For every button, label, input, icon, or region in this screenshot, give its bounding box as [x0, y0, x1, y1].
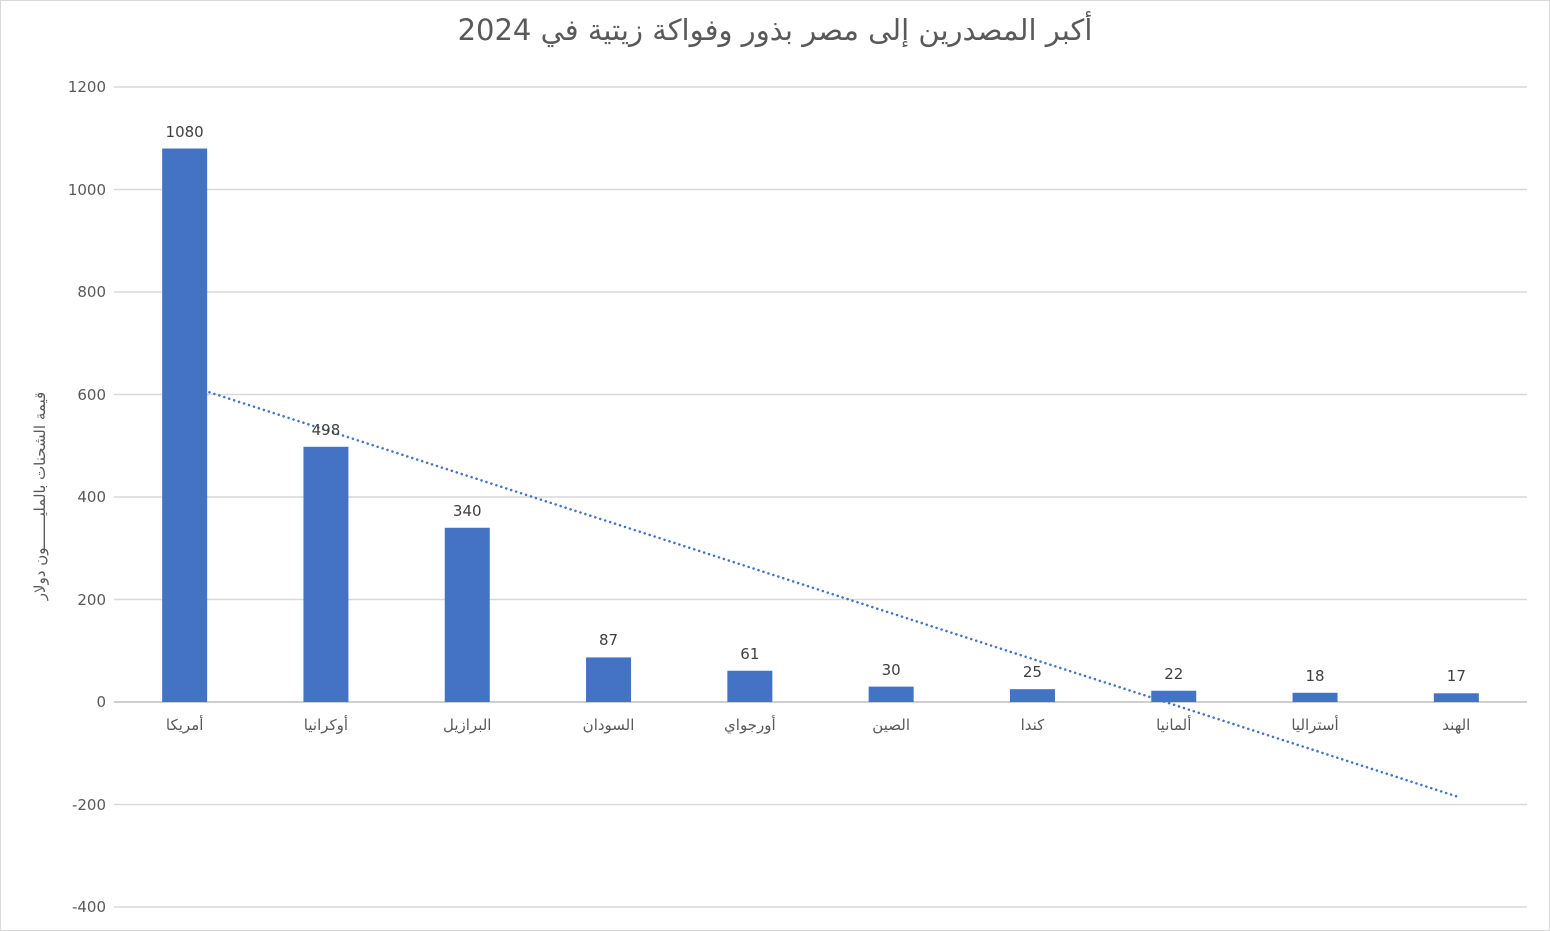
bar-value-label: 17	[1446, 667, 1466, 686]
bar-value-label: 22	[1164, 664, 1184, 683]
category-label: الهند	[1442, 716, 1471, 734]
bar-value-label: 340	[452, 501, 482, 520]
category-label: أمريكا	[165, 716, 204, 734]
bar-value-label: 61	[740, 644, 760, 663]
y-tick-label: 600	[77, 385, 106, 404]
y-tick-label: 400	[77, 488, 106, 506]
bar	[1433, 693, 1479, 702]
bar	[1009, 689, 1055, 702]
y-tick-label: 1200	[67, 78, 106, 96]
category-label: كندا	[1020, 716, 1045, 734]
bar	[727, 670, 773, 702]
y-tick-label: 800	[77, 283, 106, 301]
bar-value-label: 1080	[165, 122, 204, 141]
bar	[1151, 690, 1197, 702]
y-tick-label: 1000	[67, 180, 106, 199]
category-label: الصين	[872, 716, 910, 734]
category-label: السودان	[582, 716, 635, 734]
bar-value-label: 18	[1305, 666, 1325, 685]
bar	[444, 527, 490, 702]
category-label: ألمانيا	[1156, 716, 1192, 734]
category-label: أستراليا	[1291, 716, 1339, 734]
bar-value-label: 498	[311, 420, 341, 439]
bar	[868, 686, 914, 702]
y-tick-label: -200	[71, 795, 106, 814]
category-label: أوكرانيا	[303, 716, 349, 734]
trendline	[183, 383, 1458, 798]
bar-value-label: 30	[881, 660, 901, 679]
bar-value-label: 25	[1022, 663, 1042, 682]
category-label: أورجواي	[724, 716, 776, 734]
y-tick-label: -400	[71, 898, 106, 916]
bar	[1292, 692, 1338, 702]
y-tick-label: 0	[96, 693, 106, 711]
bar	[162, 148, 208, 702]
chart-title: أكبر المصدرين إلى مصر بذور وفواكة زيتية …	[457, 13, 1093, 47]
y-tick-label: 200	[77, 590, 106, 609]
bar-value-label: 87	[599, 631, 619, 650]
category-label: البرازيل	[442, 716, 492, 734]
bar	[586, 657, 632, 702]
bar	[303, 446, 349, 702]
